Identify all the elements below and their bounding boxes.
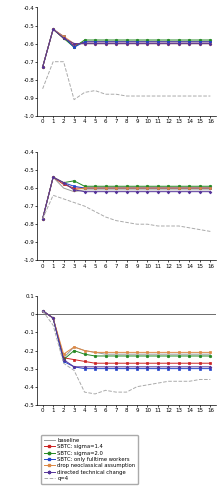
Legend: baseline, SBTC: sigma=1.4, SBTC: sigma=2.0, SBTC: only fulltime workers, drop ne: baseline, SBTC: sigma=1.4, SBTC: sigma=2… [41, 436, 138, 484]
